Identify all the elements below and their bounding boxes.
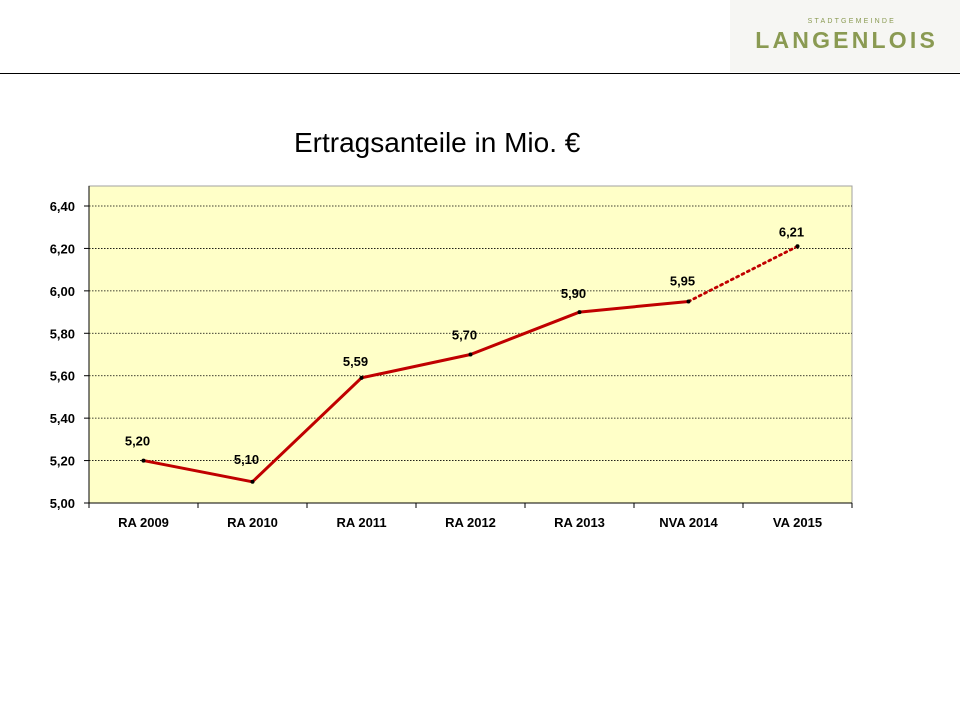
data-label: 5,95 <box>670 273 695 288</box>
series-segment <box>360 353 472 380</box>
series-segment <box>469 310 581 356</box>
series-lines <box>142 244 799 484</box>
data-point <box>250 479 255 484</box>
plot-area <box>88 185 853 504</box>
data-point <box>577 310 582 315</box>
y-tick-label: 5,40 <box>50 411 75 426</box>
y-tick-label: 6,40 <box>50 199 75 214</box>
data-points <box>141 244 800 484</box>
y-tick-label: 5,20 <box>50 454 75 469</box>
axes: 5,00 5,20 5,40 5,60 5,80 6,00 6,20 6,40 RA 2009 R… <box>50 186 853 530</box>
data-label: 5,10 <box>234 452 259 467</box>
logo-subtitle: STADTGEMEINDE <box>807 18 896 25</box>
x-tick-label: RA 2009 <box>118 515 169 530</box>
data-point <box>468 352 473 357</box>
data-labels: 5,20 5,10 5,59 5,70 5,90 5,95 6,21 <box>125 224 804 466</box>
gridlines <box>89 205 852 461</box>
y-tick-label: 5,00 <box>50 496 75 511</box>
x-tick-label: NVA 2014 <box>659 515 718 530</box>
x-tick-label: RA 2013 <box>554 515 605 530</box>
x-tick-label: RA 2012 <box>445 515 496 530</box>
chart-title: Ertragsanteile in Mio. € <box>294 127 581 158</box>
header-divider <box>0 73 960 74</box>
y-tick-label: 6,20 <box>50 241 75 256</box>
data-label: 5,59 <box>343 354 368 369</box>
series-segment <box>142 459 254 484</box>
data-label: 5,70 <box>452 328 477 343</box>
logo: STADTGEMEINDE LANGENLOIS <box>730 0 960 72</box>
y-tick-label: 6,00 <box>50 284 75 299</box>
logo-title: LANGENLOIS <box>755 27 938 53</box>
data-label: 5,90 <box>561 286 586 301</box>
data-label: 5,20 <box>125 434 150 449</box>
data-label: 6,21 <box>779 224 804 239</box>
series-segment <box>687 244 799 303</box>
series-segment <box>251 376 363 484</box>
data-point <box>686 299 691 304</box>
x-tick-label: RA 2011 <box>336 515 386 530</box>
y-tick-label: 5,60 <box>50 369 75 384</box>
data-point <box>141 458 146 463</box>
data-point <box>359 375 364 380</box>
x-tick-label: RA 2010 <box>227 515 278 530</box>
series-segment <box>578 299 690 314</box>
data-point <box>795 244 800 249</box>
y-tick-label: 5,80 <box>50 326 75 341</box>
x-tick-label: VA 2015 <box>773 515 822 530</box>
